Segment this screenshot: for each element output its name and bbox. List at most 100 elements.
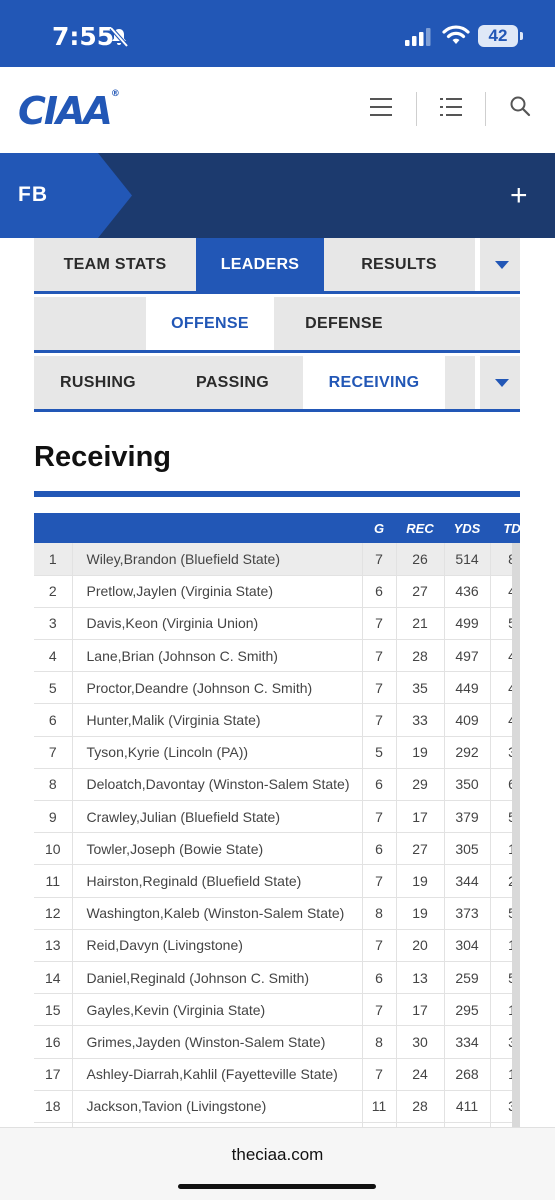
cell-yds: 449	[444, 671, 491, 705]
cell-rank: 4	[34, 639, 73, 673]
cell-rec: 26	[396, 543, 445, 576]
cell-yds: 373	[444, 897, 491, 930]
cell-player[interactable]: Hunter,Malik (Virginia State)	[72, 703, 363, 737]
header-divider	[416, 92, 417, 126]
hamburger-menu-icon[interactable]	[370, 97, 392, 117]
cell-yds: 268	[444, 1058, 491, 1091]
cell-player[interactable]: Wiley,Brandon (Bluefield State)	[72, 543, 363, 576]
cell-player[interactable]: Lane,Brian (Johnson C. Smith)	[72, 639, 363, 673]
cell-player[interactable]: Ashley-Diarrah,Kahlil (Fayetteville Stat…	[72, 1058, 363, 1091]
cell-rec: 24	[396, 1058, 445, 1091]
cell-rank	[34, 1122, 73, 1127]
header-g[interactable]: G	[373, 520, 385, 536]
tab-leaders[interactable]: LEADERS	[196, 238, 324, 291]
cell-player[interactable]: Washington,Kaleb (Winston-Salem State)	[72, 897, 363, 930]
browser-bottom-bar: theciaa.com	[0, 1127, 555, 1200]
cell-rec: 19	[396, 864, 445, 898]
cell-rank: 18	[34, 1090, 73, 1123]
cell-rec: 29	[396, 768, 445, 802]
cell-rec: 19	[396, 897, 445, 930]
main-tabs: TEAM STATS LEADERS RESULTS	[34, 238, 520, 294]
search-icon[interactable]	[509, 95, 531, 117]
cell-yds: 436	[444, 575, 491, 608]
header-divider	[485, 92, 486, 126]
cell-rec: 28	[396, 1090, 445, 1123]
cell-yds: 350	[444, 768, 491, 802]
cell-td	[490, 1122, 520, 1127]
tab-passing[interactable]: PASSING	[196, 374, 269, 391]
cell-rec: 17	[396, 800, 445, 834]
cell-player[interactable]: Proctor,Deandre (Johnson C. Smith)	[72, 671, 363, 705]
cell-yds	[444, 1122, 491, 1127]
tab-defense[interactable]: DEFENSE	[305, 315, 383, 332]
cell-player[interactable]: Davis,Keon (Virginia Union)	[72, 607, 363, 641]
plus-icon[interactable]: +	[510, 179, 528, 212]
cell-player[interactable]: Grimes,Jayden (Winston-Salem State)	[72, 1025, 363, 1059]
cell-rec: 17	[396, 993, 445, 1027]
home-indicator[interactable]	[178, 1184, 376, 1189]
cell-yds: 334	[444, 1025, 491, 1059]
cell-yds: 497	[444, 639, 491, 673]
tab-offense[interactable]: OFFENSE	[146, 297, 274, 350]
tab-receiving[interactable]: RECEIVING	[303, 356, 445, 409]
cell-player[interactable]: Pretlow,Jaylen (Virginia State)	[72, 575, 363, 608]
cell-player[interactable]: Gayles,Kevin (Virginia State)	[72, 993, 363, 1027]
bell-muted-icon	[109, 26, 129, 48]
url-bar[interactable]: theciaa.com	[231, 1145, 324, 1164]
cell-yds: 411	[444, 1090, 491, 1123]
tab-team-stats[interactable]: TEAM STATS	[63, 256, 167, 273]
tab-results[interactable]: RESULTS	[361, 256, 437, 273]
cell-rank: 3	[34, 607, 73, 641]
sport-label[interactable]: FB	[18, 183, 48, 206]
cell-yds: 514	[444, 543, 491, 576]
list-icon[interactable]	[440, 97, 462, 117]
tab-rushing[interactable]: RUSHING	[60, 374, 136, 391]
leaders-table: G REC YDS TD 1 Wiley,Brandon (Bluefield S…	[34, 513, 520, 1127]
site-header: CIAA®	[0, 67, 555, 153]
cell-player[interactable]: Tyson,Kyrie (Lincoln (PA))	[72, 736, 363, 769]
title-divider	[34, 491, 520, 497]
table-row: 5 Proctor,Deandre (Johnson C. Smith) 7 35 44…	[34, 671, 520, 705]
section-title: Receiving	[34, 441, 171, 473]
cell-player[interactable]: Deloatch,Davontay (Winston-Salem State)	[72, 768, 363, 802]
table-scrollbar[interactable]	[512, 543, 520, 1127]
cell-player[interactable]: Daniel,Reginald (Johnson C. Smith)	[72, 961, 363, 995]
cell-games: 6	[362, 768, 397, 802]
cell-rec: 27	[396, 575, 445, 608]
cell-games	[362, 1122, 397, 1127]
cell-player[interactable]: Jackson,Tavion (Livingstone)	[72, 1090, 363, 1123]
cell-yds: 259	[444, 961, 491, 995]
table-row: 12 Washington,Kaleb (Winston-Salem State)…	[34, 897, 520, 930]
cell-games: 11	[362, 1090, 397, 1123]
cell-player[interactable]: Hairston,Reginald (Bluefield State)	[72, 864, 363, 898]
cell-player[interactable]: Crawley,Julian (Bluefield State)	[72, 800, 363, 834]
header-td[interactable]: TD	[503, 520, 520, 536]
chevron-down-icon[interactable]	[475, 238, 520, 291]
cell-rank: 7	[34, 736, 73, 769]
header-yds[interactable]: YDS	[453, 520, 481, 536]
table-row: 8 Deloatch,Davontay (Winston-Salem State)…	[34, 768, 520, 802]
cell-rank: 15	[34, 993, 73, 1027]
cell-rec: 21	[396, 607, 445, 641]
cell-rec	[396, 1122, 445, 1127]
cell-rec: 27	[396, 832, 445, 866]
cell-player[interactable]: Reid,Davyn (Livingstone)	[72, 929, 363, 962]
cell-player[interactable]: Towler,Joseph (Bowie State)	[72, 832, 363, 866]
cell-rank: 1	[34, 543, 73, 576]
cell-yds: 295	[444, 993, 491, 1027]
header-rec[interactable]: REC	[406, 520, 434, 536]
cell-yds: 304	[444, 929, 491, 962]
battery-indicator: 42	[478, 25, 523, 47]
cell-yds: 379	[444, 800, 491, 834]
cell-yds: 305	[444, 832, 491, 866]
chevron-down-icon[interactable]	[475, 356, 520, 409]
leaders-table-container[interactable]: G REC YDS TD 1 Wiley,Brandon (Bluefield S…	[34, 513, 520, 1127]
ciaa-logo[interactable]: CIAA®	[18, 89, 120, 133]
cell-player[interactable]	[72, 1122, 363, 1127]
cell-rank: 10	[34, 832, 73, 866]
